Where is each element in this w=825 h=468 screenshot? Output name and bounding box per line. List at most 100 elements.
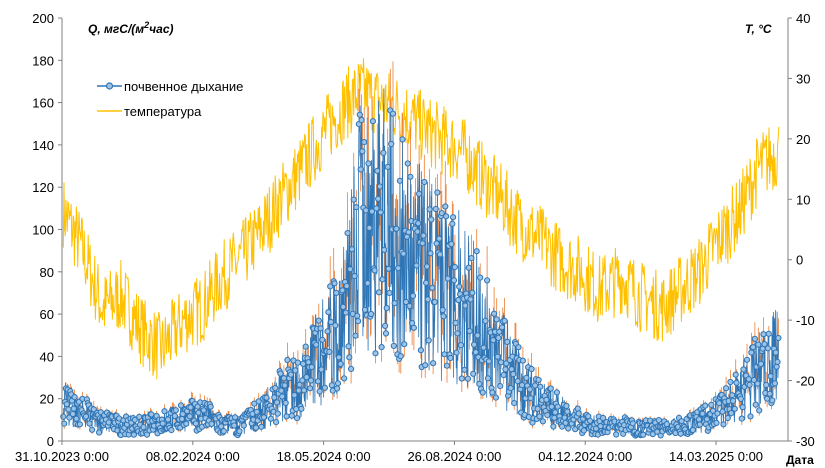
respiration-point [159, 420, 166, 427]
respiration-point [373, 205, 380, 212]
respiration-point [431, 298, 438, 306]
respiration-point [565, 425, 572, 432]
respiration-point [278, 387, 285, 394]
respiration-point [192, 420, 199, 427]
respiration-point [287, 371, 294, 378]
respiration-point [689, 426, 697, 434]
respiration-point [69, 410, 77, 418]
respiration-point [186, 413, 193, 420]
left-tick-label: 40 [40, 349, 54, 364]
respiration-point [389, 110, 397, 117]
x-tick-label: 14.03.2025 0:00 [669, 449, 763, 464]
respiration-point [430, 360, 437, 367]
respiration-point [218, 423, 225, 430]
respiration-point [279, 393, 286, 400]
respiration-point [388, 140, 395, 148]
respiration-point [317, 325, 324, 332]
respiration-point [236, 428, 243, 435]
respiration-point [527, 395, 534, 402]
respiration-point [395, 265, 402, 272]
respiration-point [748, 349, 755, 356]
respiration-point [496, 328, 503, 335]
respiration-point [440, 313, 447, 320]
respiration-point [451, 264, 458, 271]
respiration-point [293, 415, 301, 422]
respiration-point [747, 413, 754, 420]
respiration-point [426, 206, 433, 213]
right-tick-label: 10 [796, 192, 810, 207]
respiration-point [484, 375, 492, 382]
respiration-point [502, 366, 509, 373]
respiration-point [208, 420, 215, 427]
respiration-point [307, 385, 314, 392]
respiration-point [291, 392, 298, 399]
respiration-point [295, 387, 302, 394]
respiration-point [539, 418, 547, 425]
respiration-point [740, 366, 747, 373]
respiration-point [450, 214, 457, 221]
respiration-point [410, 324, 417, 331]
respiration-point [765, 330, 772, 337]
respiration-point [600, 414, 607, 422]
respiration-point [580, 427, 588, 434]
respiration-point [702, 402, 709, 409]
respiration-point [328, 382, 335, 389]
respiration-point [352, 332, 359, 339]
respiration-point [200, 407, 207, 414]
respiration-point [339, 287, 346, 294]
respiration-point [404, 160, 411, 167]
respiration-point [714, 410, 721, 417]
respiration-point [396, 177, 403, 184]
respiration-point [743, 356, 751, 363]
respiration-point [365, 160, 372, 167]
respiration-point [575, 410, 582, 417]
respiration-point [273, 399, 281, 406]
legend-marker-respiration [105, 82, 114, 90]
respiration-point [737, 395, 745, 402]
respiration-point [331, 280, 338, 287]
respiration-point [504, 338, 511, 345]
respiration-point [325, 309, 332, 316]
left-tick-label: 140 [32, 138, 54, 153]
respiration-point [732, 371, 739, 378]
respiration-point [452, 319, 459, 326]
respiration-point [708, 401, 715, 408]
respiration-point [90, 406, 97, 413]
respiration-point [484, 277, 491, 284]
respiration-point [313, 341, 320, 348]
respiration-point [368, 310, 375, 318]
respiration-point [464, 375, 471, 382]
respiration-point [355, 318, 362, 325]
respiration-point [554, 403, 561, 410]
respiration-point [318, 366, 325, 373]
respiration-point [252, 424, 260, 431]
respiration-point [177, 402, 185, 409]
respiration-point [375, 289, 383, 296]
respiration-point [470, 370, 477, 377]
respiration-point [334, 380, 342, 387]
respiration-point [526, 386, 534, 393]
respiration-point [334, 385, 341, 392]
respiration-point [361, 139, 368, 146]
respiration-point [497, 383, 504, 390]
respiration-point [86, 420, 93, 427]
respiration-point [436, 235, 443, 242]
left-tick-label: 120 [32, 180, 54, 195]
right-tick-label: 20 [796, 132, 810, 147]
temperature-line [62, 58, 780, 380]
respiration-point [523, 374, 530, 381]
respiration-point [321, 384, 328, 391]
respiration-point [161, 408, 168, 415]
x-tick-label: 31.10.2023 0:00 [15, 449, 109, 464]
respiration-point [438, 210, 445, 217]
respiration-series [60, 88, 782, 439]
respiration-point [498, 359, 505, 366]
respiration-point [178, 415, 185, 423]
respiration-point [551, 414, 558, 421]
respiration-point [511, 400, 518, 407]
respiration-point [335, 354, 342, 361]
respiration-point [354, 312, 361, 319]
respiration-point [382, 322, 389, 329]
respiration-point [130, 431, 137, 438]
respiration-point [746, 381, 753, 388]
